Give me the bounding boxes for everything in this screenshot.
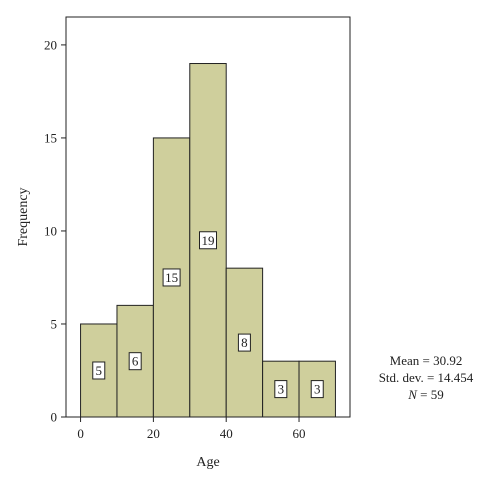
bar-label-box [162,268,181,287]
bar-data-label: 8 [241,335,248,350]
y-tick-label: 0 [51,410,58,425]
bar-label-box [237,333,251,352]
stat-n: N = 59 [356,386,496,403]
bar-label-box [199,231,217,250]
bar-data-label: 5 [96,363,103,378]
x-tick-label: 0 [77,426,84,441]
y-tick-label: 10 [44,223,57,238]
x-axis: 0 20 40 60 [77,417,306,441]
x-axis-title: Age [196,455,219,470]
x-tick-label: 40 [220,426,233,441]
plot-frame [65,16,351,418]
bar-data-label: 6 [132,354,139,369]
stat-mean: Mean = 30.92 [389,353,463,368]
stat-n-value: = 59 [416,387,444,402]
bar-label-box [274,380,288,399]
stat-std-dev: Std. dev. = 14.454 [378,370,474,385]
y-axis-title: Frequency [16,187,31,246]
bar-labels-group: 5 6 15 19 8 3 3 [92,231,324,399]
y-axis: 0 5 10 15 20 [44,37,66,425]
summary-statistics: Mean = 30.92 Std. dev. = 14.454 N = 59 [356,352,496,403]
x-tick-label: 60 [293,426,306,441]
y-tick-label: 15 [44,130,57,145]
bar-data-label: 19 [202,233,215,248]
bar-label-box [92,361,106,380]
x-tick-label: 20 [147,426,160,441]
bar-data-label: 3 [278,382,285,397]
y-tick-label: 20 [44,37,57,52]
bar-label-box [310,380,324,399]
bar-label-box [128,352,142,371]
bar-data-label: 3 [314,382,321,397]
bar-data-label: 15 [165,270,178,285]
stat-n-symbol: N [408,387,417,402]
y-tick-label: 5 [51,316,58,331]
